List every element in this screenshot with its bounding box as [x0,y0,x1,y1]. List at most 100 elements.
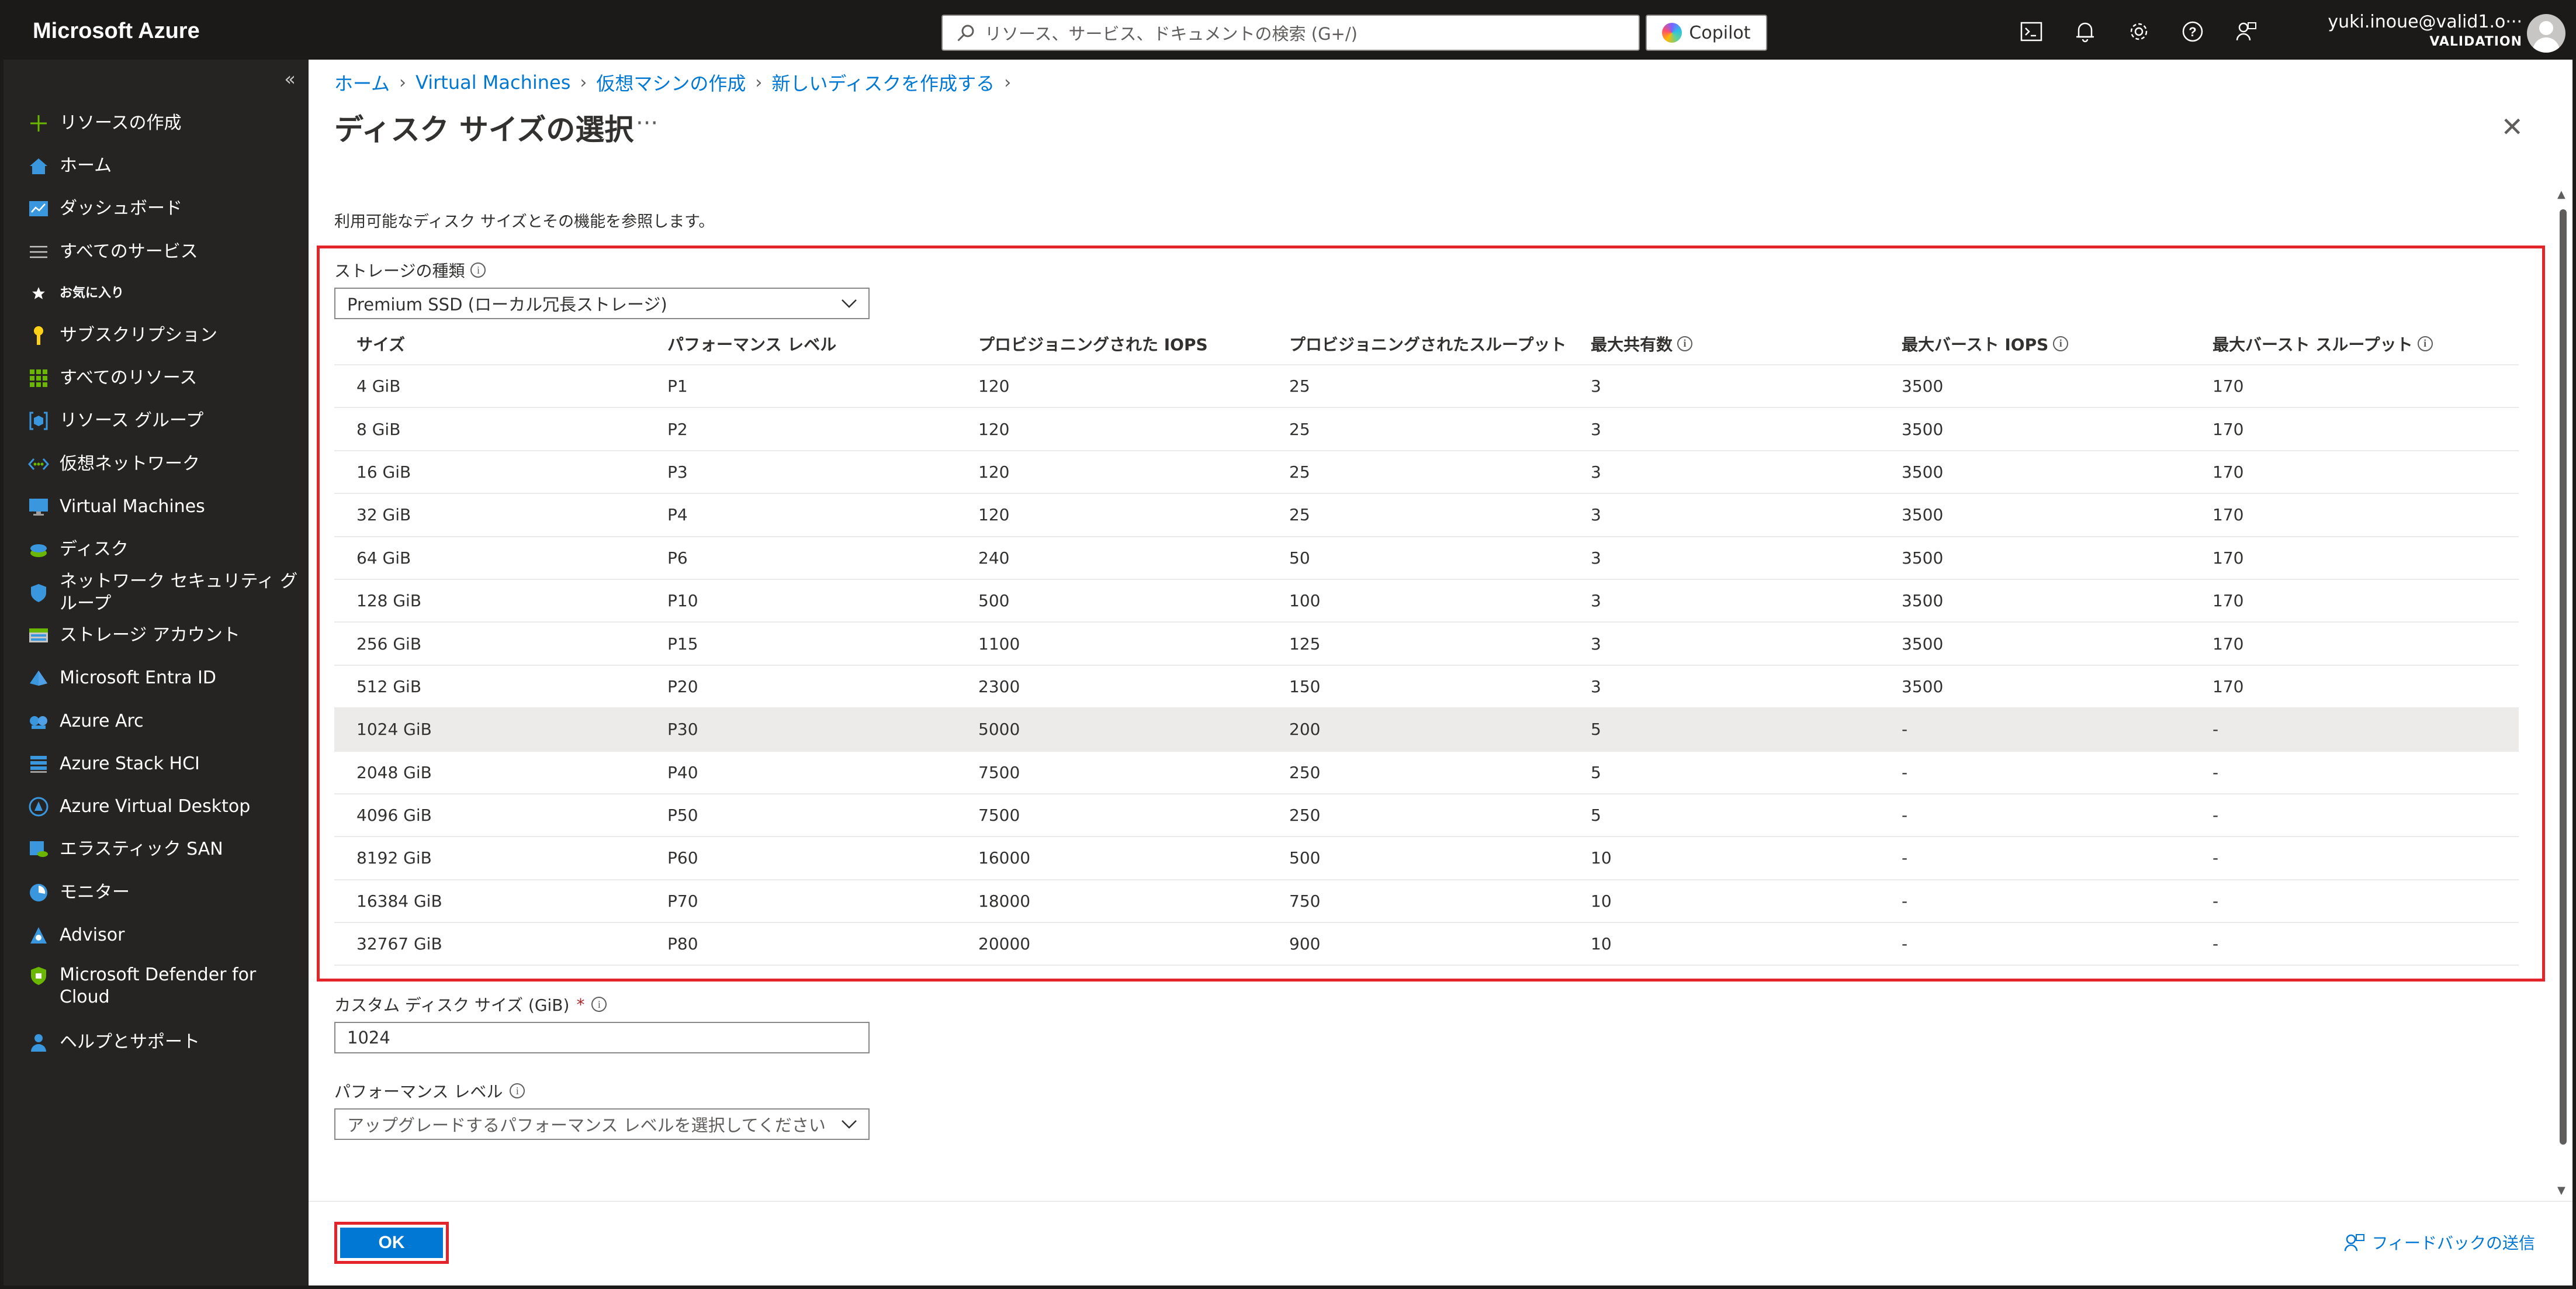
sidebar-item-azure-arc[interactable]: Azure Arc [4,700,309,742]
storage-type-dropdown[interactable]: Premium SSD (ローカル冗長ストレージ) [334,288,870,319]
scrollbar-thumb[interactable] [2560,209,2567,1145]
custom-disk-size-input[interactable]: 1024 [334,1022,870,1053]
cell-max-burst-iops: 3500 [1879,622,2190,666]
sidebar-item-defender[interactable]: Microsoft Defender for Cloud [4,957,309,1021]
info-icon[interactable]: i [470,262,486,278]
copilot-button[interactable]: Copilot [1646,15,1767,51]
breadcrumb-link-create-disk[interactable]: 新しいディスクを作成する [771,72,995,95]
send-feedback-link[interactable]: フィードバックの送信 [2344,1231,2535,1254]
top-icon-group: ? [2018,19,2259,44]
bell-icon[interactable] [2072,19,2098,44]
brand-title[interactable]: Microsoft Azure [33,19,200,43]
info-icon[interactable]: i [2417,336,2433,351]
column-header-max-burst-iops[interactable]: 最大バースト IOPS i [1879,323,2190,365]
table-row[interactable]: 4096 GiB P50 7500 250 5- - [334,793,2519,838]
performance-tier-dropdown[interactable]: アップグレードするパフォーマンス レベルを選択してください [334,1108,870,1140]
sidebar-item-elastic-san[interactable]: エラスティック SAN [4,828,309,871]
sidebar-item-virtual-machines[interactable]: Virtual Machines [4,485,309,528]
vm-icon [27,495,50,519]
sidebar-item-entra-id[interactable]: Microsoft Entra ID [4,657,309,700]
main-panel: ホーム › Virtual Machines › 仮想マシンの作成 › 新しいデ… [309,60,2572,1285]
sidebar-item-virtual-networks[interactable]: 仮想ネットワーク [4,443,309,485]
feedback-icon[interactable] [2234,19,2259,44]
sidebar-item-help-support[interactable]: ヘルプとサポート [4,1021,309,1064]
scroll-up-icon[interactable]: ▲ [2557,188,2565,201]
cell-max-burst-iops: - [1879,879,2190,924]
cell-performance-tier: P1 [645,365,956,409]
sidebar-item-home[interactable]: ホーム [4,144,309,187]
cloud-shell-icon[interactable] [2018,19,2044,44]
vertical-scrollbar[interactable]: ▲ ▼ [2556,188,2569,1197]
sidebar-item-label: リソース グループ [60,410,204,431]
collapse-sidebar-icon[interactable]: « [284,68,296,90]
table-row[interactable]: 32767 GiB P80 20000 900 10- - [334,922,2519,966]
cell-performance-tier: P15 [645,622,956,666]
more-options-icon[interactable]: ··· [636,110,659,137]
sidebar-item-label: Azure Stack HCI [60,753,200,774]
help-icon[interactable]: ? [2180,19,2205,44]
sidebar-item-resource-groups[interactable]: リソース グループ [4,400,309,443]
gear-icon[interactable] [2126,19,2152,44]
table-row[interactable]: 32 GiB P4 120 25 3 3500 170 [334,493,2519,537]
cell-iops: 120 [956,365,1267,409]
sidebar-item-virtual-desktop[interactable]: Azure Virtual Desktop [4,785,309,828]
cell-max-burst-throughput: 170 [2190,536,2519,580]
sidebar-item-monitor[interactable]: モニター [4,871,309,914]
breadcrumb-link-virtual-machines[interactable]: Virtual Machines [416,71,571,94]
storage-type-value: Premium SSD (ローカル冗長ストレージ) [347,295,667,315]
sidebar-item-dashboard[interactable]: ダッシュボード [4,188,309,230]
cell-size: 64 GiB [334,536,645,580]
global-search-box[interactable]: リソース、サービス、ドキュメントの検索 (G+/) [941,15,1640,51]
sidebar-item-all-services[interactable]: すべてのサービス [4,230,309,273]
close-icon[interactable]: ✕ [2501,111,2523,143]
sidebar-item-disks[interactable]: ディスク [4,528,309,571]
info-icon[interactable]: i [2053,336,2069,351]
table-row[interactable]: 2048 GiB P40 7500 250 5- - [334,751,2519,794]
column-header-max-burst-throughput[interactable]: 最大バースト スループット i [2190,323,2519,365]
sidebar-item-all-resources[interactable]: すべてのリソース [4,357,309,399]
table-row[interactable]: 16 GiB P3 120 25 3 3500 170 [334,450,2519,495]
cell-performance-tier: P3 [645,450,956,495]
sidebar-item-storage-accounts[interactable]: ストレージ アカウント [4,614,309,656]
table-row[interactable]: 512 GiB P20 2300 150 3 3500 170 [334,665,2519,709]
highlight-annotation-table [317,246,2545,982]
ok-button[interactable]: OK [340,1228,443,1258]
info-icon[interactable]: i [1677,336,1693,351]
account-menu[interactable]: yuki.inoue@valid1.o··· VALIDATION [2300,12,2522,49]
column-header-iops[interactable]: プロビジョニングされた IOPS [956,323,1267,365]
sidebar-item-label: お気に入り [60,286,124,301]
scroll-down-icon[interactable]: ▼ [2557,1184,2565,1197]
table-row[interactable]: 128 GiB P10 500 100 3 3500 170 [334,579,2519,623]
sidebar-item-nsg[interactable]: ネットワーク セキュリティ グループ [4,571,309,614]
table-row[interactable]: 64 GiB P6 240 50 3 3500 170 [334,536,2519,580]
breadcrumb-link-create-vm[interactable]: 仮想マシンの作成 [596,72,746,95]
cell-throughput: 250 [1267,751,1569,794]
info-icon[interactable]: i [591,997,607,1012]
column-header-throughput[interactable]: プロビジョニングされたスループット [1267,323,1569,365]
sidebar-item-azure-stack-hci[interactable]: Azure Stack HCI [4,742,309,785]
cell-performance-tier: P6 [645,536,956,580]
column-header-performance-tier[interactable]: パフォーマンス レベル [645,323,956,365]
table-row[interactable]: 16384 GiB P70 18000 750 10- - [334,879,2519,924]
breadcrumb: ホーム › Virtual Machines › 仮想マシンの作成 › 新しいデ… [334,69,1020,96]
sidebar-item-create-resource[interactable]: リソースの作成 [4,102,309,144]
sidebar-item-advisor[interactable]: Advisor [4,914,309,956]
sidebar-item-subscriptions[interactable]: サブスクリプション [4,314,309,357]
column-header-size[interactable]: サイズ [334,323,645,365]
sidebar-item-label: ダッシュボード [60,198,182,219]
feedback-icon [2344,1234,2364,1252]
cell-max-burst-iops: 3500 [1879,407,2190,451]
cell-size: 32767 GiB [334,922,645,966]
table-row[interactable]: 8 GiB P2 120 25 3 3500 170 [334,407,2519,451]
breadcrumb-link-home[interactable]: ホーム [334,72,390,95]
table-row[interactable]: 8192 GiB P60 16000 500 10- - [334,837,2519,880]
info-icon[interactable]: i [510,1083,525,1098]
table-row[interactable]: 4 GiB P1 120 25 3 3500 170 [334,365,2519,409]
table-row[interactable]: 1024 GiB P30 5000 200 5- - [334,708,2519,752]
cell-max-burst-throughput: 170 [2190,493,2519,537]
cell-iops: 2300 [956,665,1267,709]
cell-max-shares: 3 [1569,493,1879,537]
avatar[interactable] [2527,14,2565,53]
table-row[interactable]: 256 GiB P15 1100 125 3 3500 170 [334,622,2519,666]
column-header-max-shares[interactable]: 最大共有数 i [1569,323,1879,365]
